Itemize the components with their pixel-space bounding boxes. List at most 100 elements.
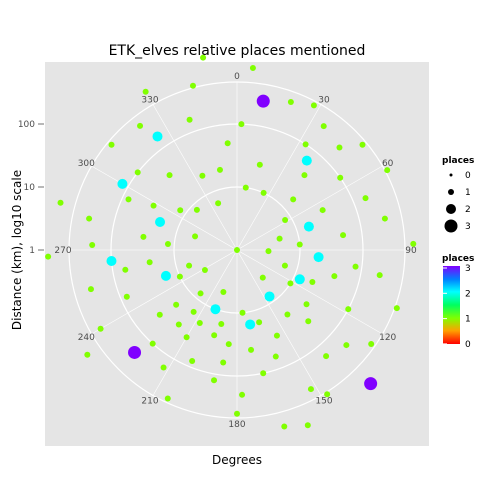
y-axis-title: Distance (km), log10 scale (10, 170, 24, 330)
legend-size-key (448, 189, 454, 195)
data-point (309, 279, 316, 286)
data-point (177, 207, 184, 214)
angle-tick-label: 180 (228, 420, 245, 430)
data-point (296, 241, 303, 248)
data-point (123, 293, 130, 300)
data-point (304, 422, 311, 429)
legend-color-label: 1 (465, 315, 471, 325)
data-point (86, 215, 93, 222)
data-point (220, 288, 227, 295)
legend-size-label: 0 (465, 171, 471, 181)
data-point (290, 196, 297, 203)
data-point (122, 266, 129, 273)
data-point (192, 233, 199, 240)
data-point (225, 341, 232, 348)
legend-color: places 3 2 1 0 (442, 254, 474, 350)
data-point (220, 359, 227, 366)
data-point (368, 340, 375, 347)
angle-gridline (236, 249, 383, 335)
angle-tick-label: 270 (54, 246, 71, 256)
data-point (200, 54, 207, 61)
data-point (164, 395, 171, 402)
legend-size-label: 1 (465, 188, 471, 198)
data-point (149, 340, 156, 347)
data-point (284, 311, 291, 318)
angle-tick-label: 240 (78, 333, 95, 343)
angle-tick-label: 150 (315, 397, 332, 407)
data-point (160, 270, 171, 281)
data-point (211, 377, 218, 384)
data-point (156, 311, 163, 318)
data-point (152, 131, 163, 142)
angle-gridline (152, 249, 238, 396)
data-point (234, 410, 240, 417)
data-point (57, 199, 64, 206)
legend-size: places 0 1 2 3 (442, 156, 474, 233)
data-point (146, 259, 153, 266)
data-point (303, 301, 310, 308)
data-point (106, 255, 117, 266)
data-point (216, 166, 223, 173)
legend-color-label: 0 (465, 340, 471, 350)
data-point (89, 241, 96, 248)
legend-color-title: places (442, 254, 474, 264)
angle-gridline (236, 104, 322, 251)
data-point (340, 232, 347, 239)
data-point (362, 195, 369, 202)
data-point (320, 123, 327, 130)
angle-tick-label: 30 (318, 95, 330, 105)
data-point (175, 321, 182, 328)
data-point (265, 248, 272, 255)
data-point (211, 332, 218, 339)
angle-tick-label: 90 (405, 246, 417, 256)
data-point (128, 345, 142, 359)
data-point (359, 141, 366, 148)
data-point (150, 202, 157, 209)
data-point (87, 286, 94, 293)
data-point (197, 290, 204, 297)
data-point (234, 247, 240, 253)
data-point (310, 102, 317, 109)
data-point (108, 141, 115, 148)
data-point (160, 364, 167, 371)
data-point (256, 161, 263, 168)
radial-tick-label: 100 (18, 120, 35, 130)
data-point (287, 98, 294, 105)
data-point (176, 273, 183, 280)
data-point (410, 240, 417, 247)
data-point (218, 320, 225, 327)
data-point (196, 319, 203, 326)
data-point (376, 272, 383, 279)
angle-tick-label: 330 (141, 95, 158, 105)
data-point (331, 273, 338, 280)
angle-tick-label: 120 (379, 333, 396, 343)
radial-tick-label: 10 (24, 183, 36, 193)
data-point (259, 274, 266, 281)
polar-grid (68, 81, 406, 419)
data-point (337, 174, 344, 181)
data-point (173, 301, 180, 308)
angle-gridline (236, 165, 383, 251)
data-point (384, 167, 391, 174)
data-point (294, 274, 305, 285)
data-point (381, 215, 388, 222)
legend-colorbar (443, 266, 460, 344)
data-point (125, 196, 132, 203)
data-point (84, 351, 91, 358)
data-point (134, 169, 141, 176)
legend-size-key (444, 219, 458, 233)
data-point (305, 318, 312, 325)
data-point (323, 353, 330, 360)
data-point (264, 291, 275, 302)
radial-tick-label: 1 (29, 246, 35, 256)
data-point (301, 172, 308, 179)
data-point (155, 216, 166, 227)
data-point (343, 342, 350, 349)
data-point (324, 391, 331, 398)
data-point (186, 262, 193, 269)
data-point (302, 141, 309, 148)
data-point (352, 263, 359, 270)
data-point (303, 221, 314, 232)
data-point (282, 216, 289, 223)
